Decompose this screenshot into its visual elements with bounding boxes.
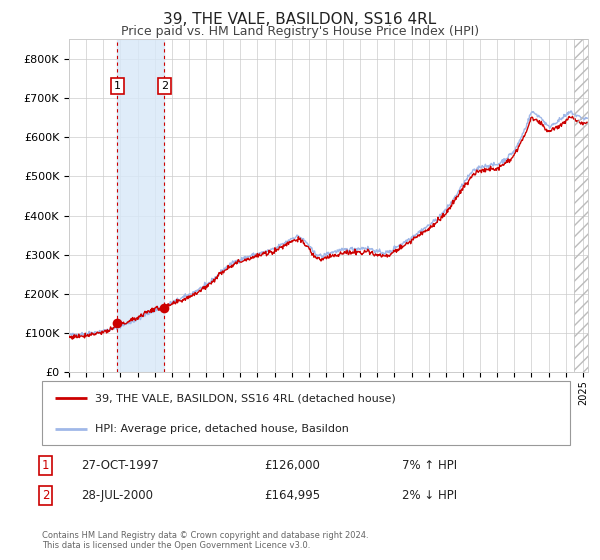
Text: 39, THE VALE, BASILDON, SS16 4RL: 39, THE VALE, BASILDON, SS16 4RL — [163, 12, 437, 27]
Text: 2% ↓ HPI: 2% ↓ HPI — [402, 489, 457, 502]
Text: 1: 1 — [114, 81, 121, 91]
Bar — [118, 39, 164, 372]
Text: HPI: Average price, detached house, Basildon: HPI: Average price, detached house, Basi… — [95, 424, 349, 434]
Text: 1: 1 — [42, 459, 50, 473]
Text: 2: 2 — [42, 489, 50, 502]
Text: £164,995: £164,995 — [264, 489, 320, 502]
Text: 28-JUL-2000: 28-JUL-2000 — [81, 489, 153, 502]
Text: £126,000: £126,000 — [264, 459, 320, 473]
FancyBboxPatch shape — [42, 381, 570, 445]
Bar — [574, 39, 592, 372]
Text: 39, THE VALE, BASILDON, SS16 4RL (detached house): 39, THE VALE, BASILDON, SS16 4RL (detach… — [95, 393, 395, 403]
Text: Price paid vs. HM Land Registry's House Price Index (HPI): Price paid vs. HM Land Registry's House … — [121, 25, 479, 38]
Text: Contains HM Land Registry data © Crown copyright and database right 2024.
This d: Contains HM Land Registry data © Crown c… — [42, 531, 368, 550]
Text: 2: 2 — [161, 81, 168, 91]
Text: 7% ↑ HPI: 7% ↑ HPI — [402, 459, 457, 473]
Text: 27-OCT-1997: 27-OCT-1997 — [81, 459, 159, 473]
